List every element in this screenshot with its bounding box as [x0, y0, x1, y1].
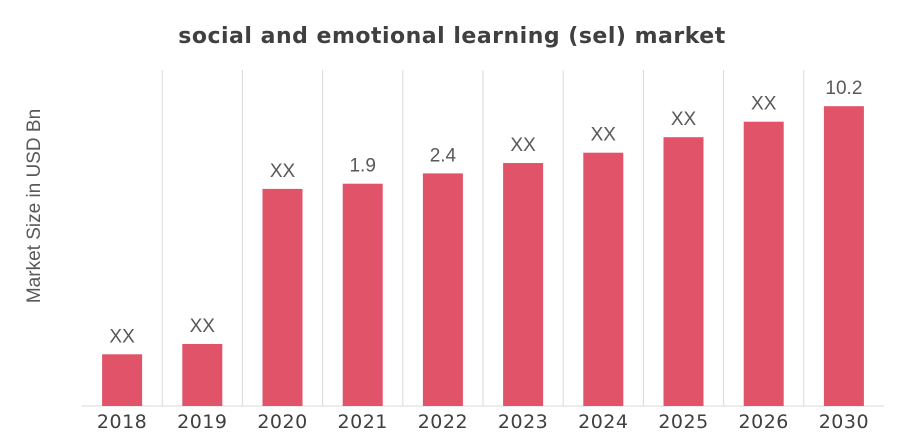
data-label-2023: XX: [510, 135, 536, 156]
bar-2030: [823, 106, 864, 406]
data-label-2018: XX: [109, 326, 135, 347]
bar-2018: [102, 354, 143, 406]
x-tick-label-2030: 2030: [819, 411, 869, 433]
x-tick-label-2022: 2022: [418, 411, 468, 433]
data-label-2022: 2.4: [430, 145, 457, 166]
x-tick-label-2024: 2024: [578, 411, 628, 433]
x-tick-label-2020: 2020: [257, 411, 307, 433]
bar-2019: [182, 343, 223, 406]
x-tick-label-2019: 2019: [177, 411, 227, 433]
bar-2026: [743, 121, 784, 406]
y-axis-label: Market Size in USD Bn: [24, 109, 45, 303]
data-label-2026: XX: [751, 94, 777, 115]
bar-2025: [663, 137, 704, 406]
bar-2023: [503, 163, 544, 406]
bar-2022: [422, 173, 463, 406]
x-tick-label-2026: 2026: [739, 411, 789, 433]
bar-2020: [262, 188, 303, 406]
bar-2024: [583, 152, 624, 406]
x-tick-label-2025: 2025: [658, 411, 708, 433]
data-label-2030: 10.2: [825, 78, 862, 99]
data-label-2025: XX: [671, 109, 697, 130]
chart-title: social and emotional learning (sel) mark…: [178, 24, 726, 49]
data-label-2019: XX: [190, 316, 216, 337]
data-label-2020: XX: [270, 161, 296, 182]
data-label-2024: XX: [591, 125, 617, 146]
bar-2021: [342, 183, 383, 406]
data-label-2021: 1.9: [349, 156, 375, 177]
x-tick-label-2023: 2023: [498, 411, 548, 433]
x-tick-label-2021: 2021: [338, 411, 388, 433]
x-tick-label-2018: 2018: [97, 411, 147, 433]
